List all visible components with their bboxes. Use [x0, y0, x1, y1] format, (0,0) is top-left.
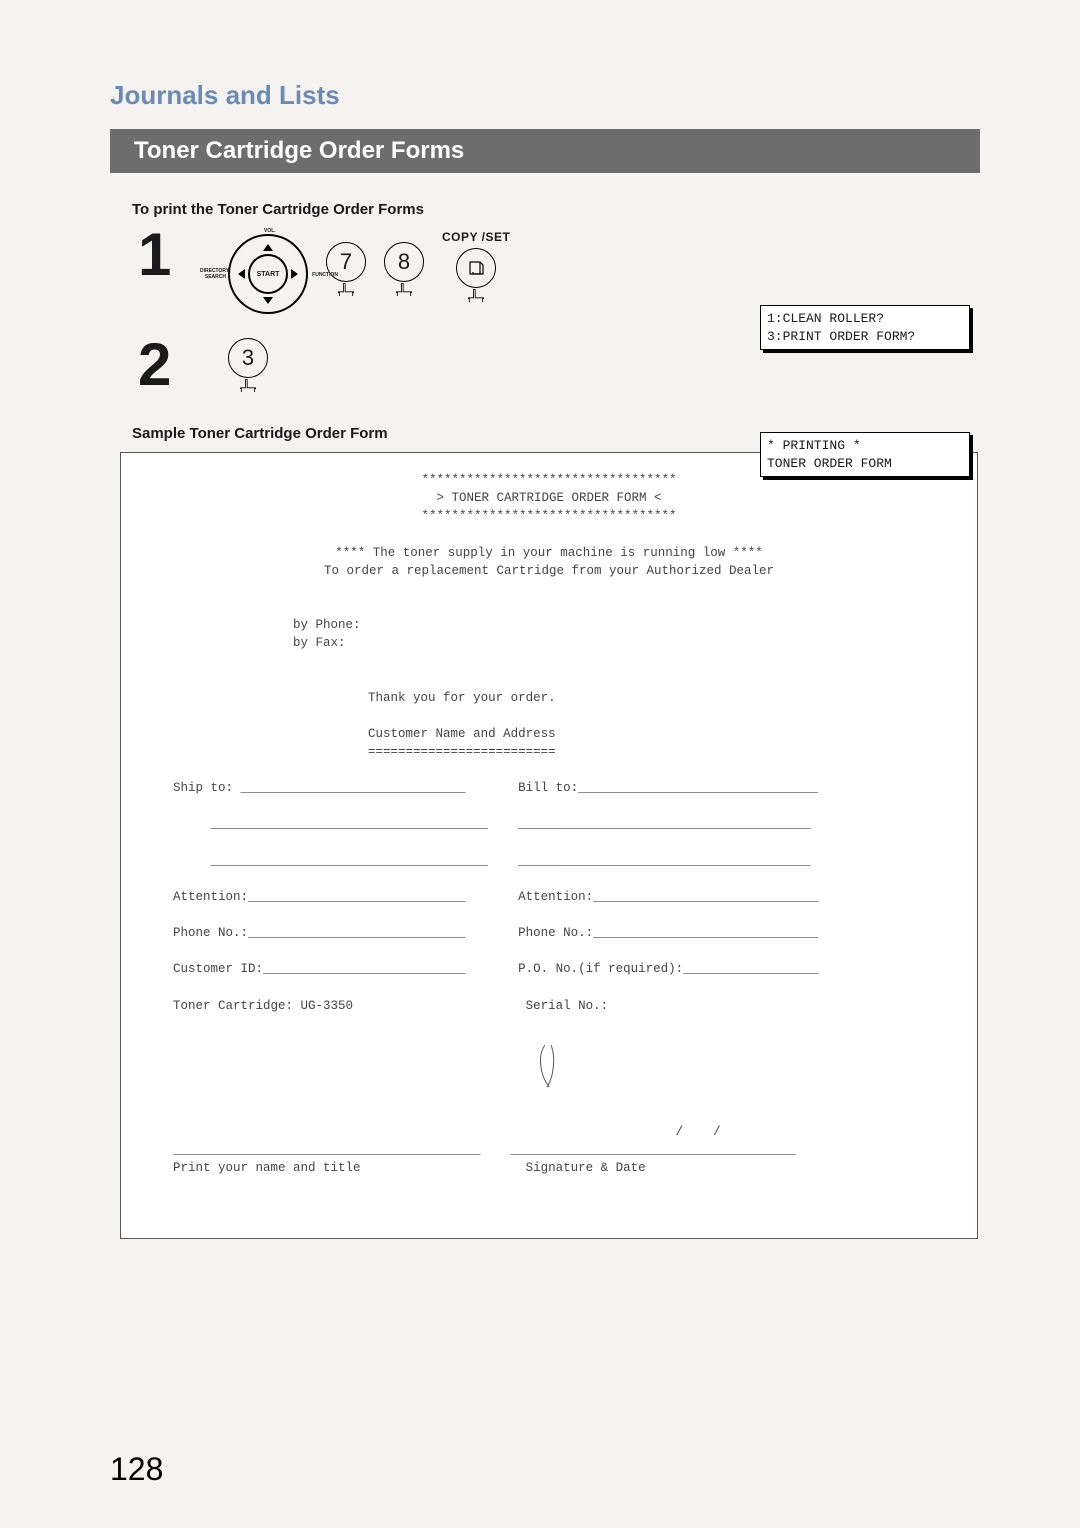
- lcd-display-1: 1:CLEAN ROLLER? 3:PRINT ORDER FORM?: [760, 305, 970, 350]
- control-dial-icon: VOL. DIRECTORY SEARCH FUNCTION START: [228, 234, 308, 314]
- section-header: Journals and Lists: [110, 80, 980, 111]
- signature-mark-icon: [531, 1041, 567, 1091]
- keypad-8-label: 8: [384, 242, 424, 282]
- form-shipbill: Ship to: ______________________________ …: [173, 779, 925, 1015]
- keypad-3-icon: 3: [228, 338, 268, 401]
- step-2-number: 2: [138, 338, 228, 392]
- form-thankyou: Thank you for your order.: [173, 689, 925, 707]
- form-title: > TONER CARTRIDGE ORDER FORM <: [173, 489, 925, 507]
- press-icon: [336, 282, 356, 300]
- form-datesig: / / ____________________________________…: [173, 1123, 925, 1177]
- page-number: 128: [110, 1451, 163, 1488]
- title-bar: Toner Cartridge Order Forms: [110, 129, 980, 173]
- press-icon: [394, 282, 414, 300]
- step-1-graphics: VOL. DIRECTORY SEARCH FUNCTION START 7 8: [228, 228, 980, 314]
- form-stars-bottom: **********************************: [173, 507, 925, 525]
- directory-label: DIRECTORY SEARCH: [200, 269, 226, 280]
- copy-set-label: COPY /SET: [442, 228, 510, 246]
- press-icon: [238, 378, 258, 396]
- form-cust-header: Customer Name and Address ==============…: [173, 725, 925, 761]
- start-label: START: [257, 271, 280, 278]
- function-label: FUNCTION: [312, 272, 338, 278]
- copy-set-button-icon: [456, 248, 496, 311]
- form-msg2: To order a replacement Cartridge from yo…: [173, 562, 925, 580]
- sample-order-form: ********************************** > TON…: [120, 452, 978, 1239]
- step-1-row: 1 VOL. DIRECTORY SEARCH FUNCTION START 7: [138, 228, 980, 314]
- lcd-display-2: * PRINTING * TONER ORDER FORM: [760, 432, 970, 477]
- press-icon: [466, 288, 486, 306]
- copy-set-icon: [467, 259, 485, 277]
- form-msg1: **** The toner supply in your machine is…: [173, 544, 925, 562]
- print-heading: To print the Toner Cartridge Order Forms: [132, 201, 980, 218]
- form-contact: by Phone: by Fax:: [173, 616, 925, 652]
- keypad-3-label: 3: [228, 338, 268, 378]
- keypad-8-icon: 8: [384, 242, 424, 305]
